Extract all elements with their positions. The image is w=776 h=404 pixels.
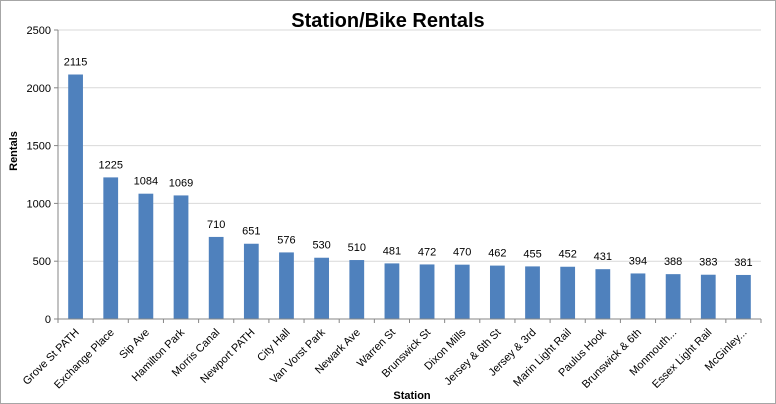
data-label: 530 [312, 240, 330, 252]
data-label: 462 [488, 248, 506, 260]
x-tick-label: Sip Ave [117, 327, 152, 362]
bar [138, 193, 154, 319]
y-tick-label: 1500 [27, 141, 51, 153]
bar [419, 264, 435, 319]
data-label: 452 [558, 249, 576, 261]
data-label: 1069 [169, 177, 193, 189]
y-tick-labels: 0 500 1000 1500 2000 2500 [27, 25, 51, 326]
data-label: 576 [277, 234, 295, 246]
y-tick-label: 500 [33, 256, 51, 268]
bars [68, 74, 751, 319]
chart-title: Station/Bike Rentals [291, 10, 484, 32]
bar [630, 273, 646, 319]
bar [314, 257, 330, 319]
data-label: 431 [594, 251, 612, 263]
y-tick-label: 1000 [27, 198, 51, 210]
axes [54, 29, 762, 323]
bar [489, 265, 505, 319]
bar [173, 195, 189, 319]
y-axis-title: Rentals [8, 131, 20, 171]
bar [349, 260, 365, 319]
data-label: 651 [242, 226, 260, 238]
y-tick-label: 2500 [27, 25, 51, 37]
bar [560, 266, 576, 319]
data-label: 481 [383, 245, 401, 257]
data-label: 472 [418, 246, 436, 258]
data-label: 470 [453, 247, 471, 259]
data-label: 2115 [64, 57, 88, 69]
x-tick-label: Exchange Place [52, 327, 117, 392]
data-label: 1084 [134, 176, 158, 188]
data-labels: 2115 1225 1084 1069 710 651 576 530 510 481 472 470… [64, 57, 753, 269]
bar [208, 236, 224, 319]
data-label: 1225 [98, 159, 122, 171]
bar [384, 263, 400, 319]
bar [736, 274, 751, 319]
data-label: 510 [348, 242, 366, 254]
data-label: 383 [699, 257, 717, 269]
bar [665, 274, 681, 319]
bar [454, 264, 470, 319]
data-label: 710 [207, 219, 225, 231]
y-tick-label: 2000 [27, 83, 51, 95]
data-label: 388 [664, 256, 682, 268]
x-axis-title: Station [393, 390, 431, 402]
bar [595, 269, 611, 319]
bar [700, 274, 716, 319]
bar [243, 243, 259, 319]
bar [525, 266, 540, 319]
gridlines [58, 29, 761, 262]
bar [103, 177, 119, 319]
y-tick-label: 0 [45, 314, 51, 326]
bar [68, 74, 83, 319]
data-label: 455 [523, 248, 541, 260]
data-label: 381 [734, 257, 752, 269]
bar [279, 252, 294, 319]
data-label: 394 [629, 255, 647, 267]
